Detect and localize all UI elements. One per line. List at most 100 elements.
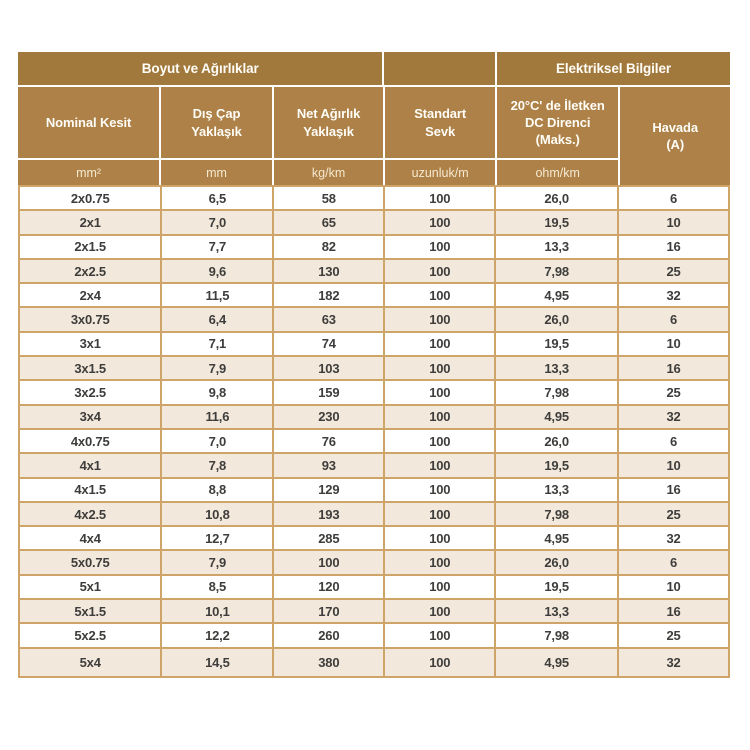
cell-standart-sevk: 100 xyxy=(385,405,495,428)
column-header-standart-sevk: Standart Sevk xyxy=(385,87,495,158)
cell-nominal-kesit: 3x4 xyxy=(20,405,161,428)
column-header-net-agirlik: Net Ağırlık Yaklaşık xyxy=(273,87,384,158)
table-body: 2x0.75 6,5 58 100 26,0 6 2x1 7,0 65 100 … xyxy=(18,185,730,678)
cell-dc-direnci: 4,95 xyxy=(496,284,618,307)
cell-dis-cap: 7,7 xyxy=(162,235,273,258)
cell-net-agirlik: 82 xyxy=(274,235,384,258)
column-header-nominal-kesit: Nominal Kesit xyxy=(18,87,160,158)
group-header-empty xyxy=(384,52,495,85)
cell-nominal-kesit: 2x1.5 xyxy=(20,235,161,258)
table-row: 5x1 8,5 120 100 19,5 10 xyxy=(20,575,728,599)
cell-standart-sevk: 100 xyxy=(385,478,495,501)
cell-dis-cap: 6,5 xyxy=(162,187,273,210)
cell-dis-cap: 7,9 xyxy=(162,551,273,574)
cell-dc-direnci: 13,3 xyxy=(496,478,618,501)
table-row: 3x1.5 7,9 103 100 13,3 16 xyxy=(20,357,728,380)
cell-standart-sevk: 100 xyxy=(385,259,495,283)
column-header-dc-direnci: 20°C' de İletken DC Direnci (Maks.) xyxy=(496,87,619,158)
cell-dis-cap: 6,4 xyxy=(162,308,273,331)
cell-standart-sevk: 100 xyxy=(385,575,495,599)
cell-standart-sevk: 100 xyxy=(385,332,495,356)
unit-mm: mm xyxy=(161,160,272,185)
cell-havada: 6 xyxy=(619,429,728,453)
cell-havada: 6 xyxy=(619,187,728,210)
table-row: 4x2.5 10,8 193 100 7,98 25 xyxy=(20,502,728,526)
cell-havada: 25 xyxy=(619,624,728,647)
column-header-label: Standart Sevk xyxy=(414,106,467,139)
cell-dis-cap: 9,6 xyxy=(162,259,273,283)
cell-standart-sevk: 100 xyxy=(385,454,495,477)
column-header-row: Nominal Kesit Dış Çap Yaklaşık Net Ağırl… xyxy=(18,87,730,185)
table-row: 4x0.75 7,0 76 100 26,0 6 xyxy=(20,429,728,453)
group-header-row: Boyut ve Ağırlıklar Elektriksel Bilgiler xyxy=(18,52,730,85)
cell-dc-direnci: 4,95 xyxy=(496,648,618,676)
cell-net-agirlik: 129 xyxy=(274,478,384,501)
cell-dc-direnci: 7,98 xyxy=(496,381,618,404)
column-header-label: Dış Çap Yaklaşık xyxy=(191,106,242,139)
cell-dc-direnci: 19,5 xyxy=(496,454,618,477)
column-header-label: Nominal Kesit xyxy=(45,114,132,130)
cell-net-agirlik: 58 xyxy=(274,187,384,210)
cell-havada: 25 xyxy=(619,502,728,526)
cell-nominal-kesit: 3x1.5 xyxy=(20,357,161,380)
unit-kg-km: kg/km xyxy=(273,160,384,185)
cell-dis-cap: 8,8 xyxy=(162,478,273,501)
cell-dc-direnci: 13,3 xyxy=(496,600,618,623)
cell-standart-sevk: 100 xyxy=(385,600,495,623)
column-header-label: Net Ağırlık Yaklaşık xyxy=(296,106,361,139)
cell-dc-direnci: 26,0 xyxy=(496,551,618,574)
table-row: 2x4 11,5 182 100 4,95 32 xyxy=(20,284,728,307)
cell-net-agirlik: 170 xyxy=(274,600,384,623)
cell-havada: 32 xyxy=(619,405,728,428)
cell-standart-sevk: 100 xyxy=(385,308,495,331)
cell-dis-cap: 12,7 xyxy=(162,527,273,550)
table-row: 5x4 14,5 380 100 4,95 32 xyxy=(20,648,728,676)
cell-dc-direnci: 19,5 xyxy=(496,575,618,599)
cell-dis-cap: 11,6 xyxy=(162,405,273,428)
cell-dis-cap: 7,0 xyxy=(162,211,273,234)
cell-net-agirlik: 182 xyxy=(274,284,384,307)
cell-dc-direnci: 4,95 xyxy=(496,527,618,550)
cell-nominal-kesit: 4x4 xyxy=(20,527,161,550)
unit-mm2: mm² xyxy=(18,160,160,185)
cell-net-agirlik: 93 xyxy=(274,454,384,477)
cell-net-agirlik: 100 xyxy=(274,551,384,574)
cell-standart-sevk: 100 xyxy=(385,187,495,210)
cell-dis-cap: 9,8 xyxy=(162,381,273,404)
cell-dc-direnci: 26,0 xyxy=(496,429,618,453)
cell-standart-sevk: 100 xyxy=(385,284,495,307)
cell-dis-cap: 12,2 xyxy=(162,624,273,647)
cell-dis-cap: 10,8 xyxy=(162,502,273,526)
cell-standart-sevk: 100 xyxy=(385,502,495,526)
cell-net-agirlik: 76 xyxy=(274,429,384,453)
unit-ohm-km: ohm/km xyxy=(496,160,619,185)
cell-net-agirlik: 63 xyxy=(274,308,384,331)
cell-dc-direnci: 13,3 xyxy=(496,357,618,380)
cell-net-agirlik: 65 xyxy=(274,211,384,234)
cell-net-agirlik: 74 xyxy=(274,332,384,356)
cell-nominal-kesit: 2x2.5 xyxy=(20,259,161,283)
cell-net-agirlik: 260 xyxy=(274,624,384,647)
cell-nominal-kesit: 5x1.5 xyxy=(20,600,161,623)
cell-dis-cap: 7,0 xyxy=(162,429,273,453)
cell-dc-direnci: 26,0 xyxy=(496,308,618,331)
cell-dis-cap: 7,1 xyxy=(162,332,273,356)
cell-havada: 32 xyxy=(619,527,728,550)
cell-net-agirlik: 285 xyxy=(274,527,384,550)
cell-havada: 10 xyxy=(619,454,728,477)
cell-nominal-kesit: 2x1 xyxy=(20,211,161,234)
cell-havada: 16 xyxy=(619,478,728,501)
cell-standart-sevk: 100 xyxy=(385,648,495,676)
table-row: 3x4 11,6 230 100 4,95 32 xyxy=(20,405,728,428)
table-row: 4x1.5 8,8 129 100 13,3 16 xyxy=(20,478,728,501)
table-row: 2x1.5 7,7 82 100 13,3 16 xyxy=(20,235,728,258)
cell-dc-direnci: 7,98 xyxy=(496,259,618,283)
cell-havada: 32 xyxy=(619,648,728,676)
cell-net-agirlik: 130 xyxy=(274,259,384,283)
cell-net-agirlik: 193 xyxy=(274,502,384,526)
cell-dis-cap: 11,5 xyxy=(162,284,273,307)
cell-dc-direnci: 26,0 xyxy=(496,187,618,210)
cell-dc-direnci: 19,5 xyxy=(496,332,618,356)
cell-nominal-kesit: 2x4 xyxy=(20,284,161,307)
